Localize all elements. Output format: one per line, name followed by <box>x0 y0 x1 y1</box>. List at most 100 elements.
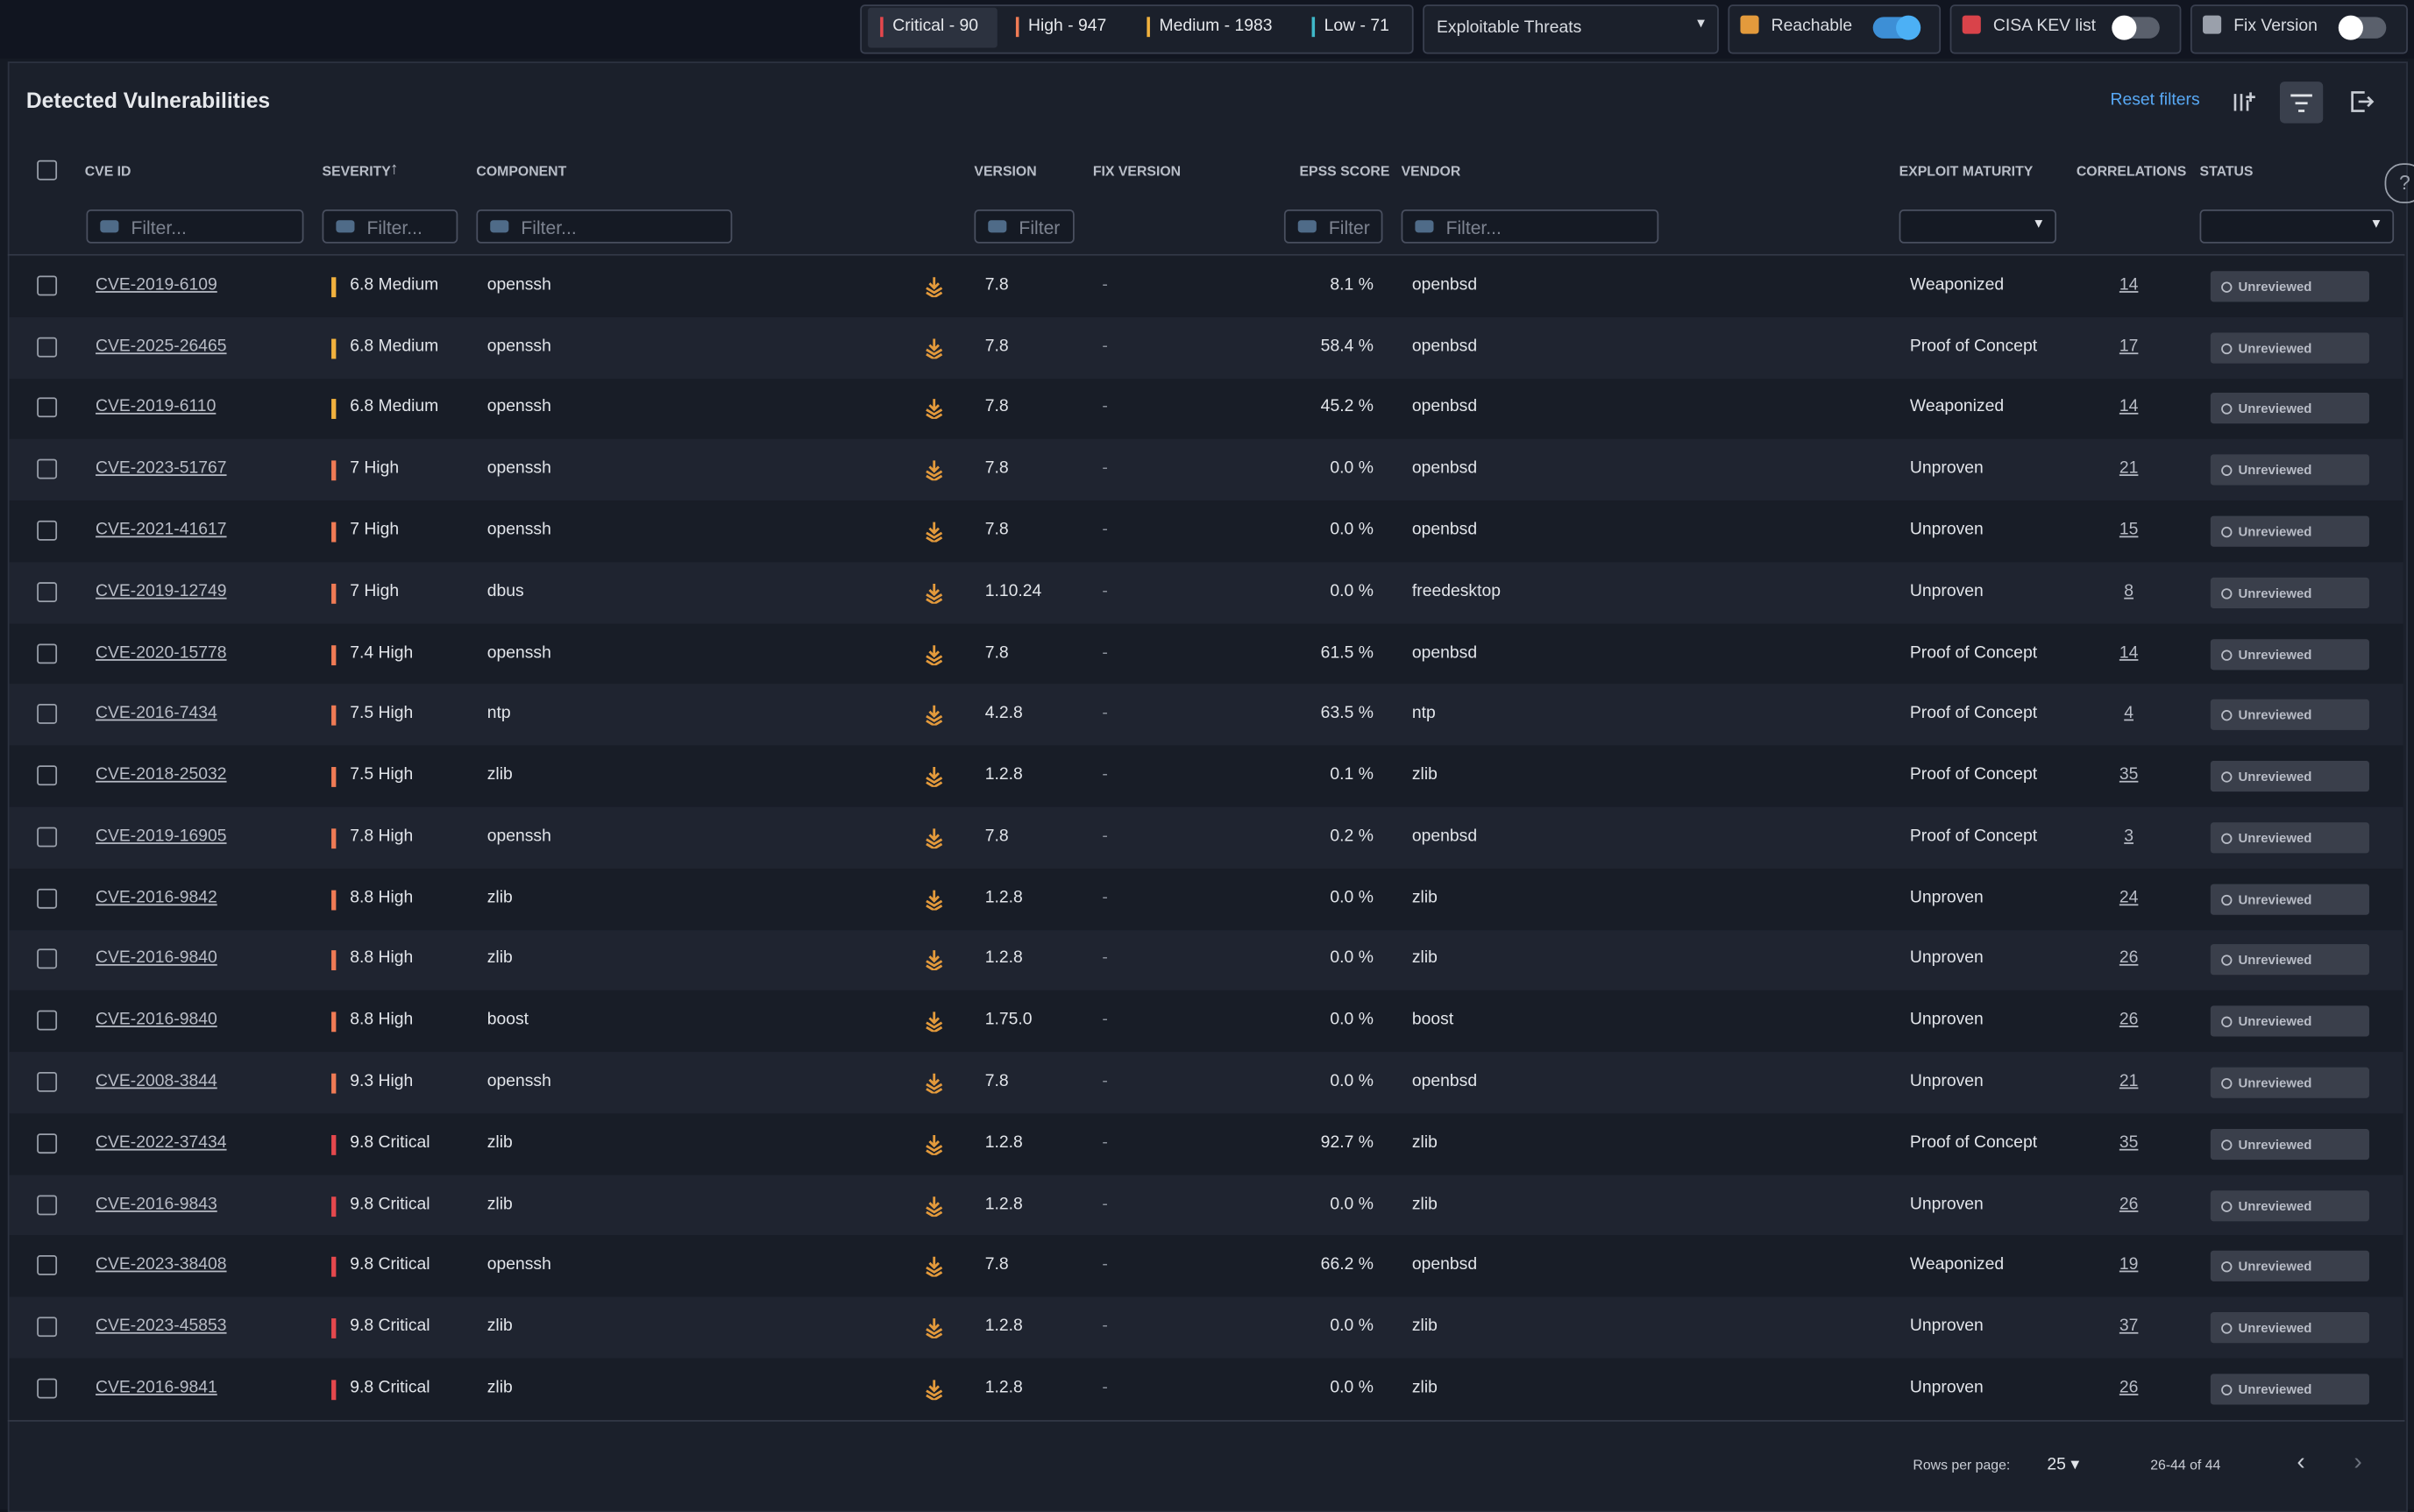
correlations[interactable]: 26 <box>2119 1011 2139 1030</box>
row-checkbox[interactable] <box>37 520 58 541</box>
correlations[interactable]: 4 <box>2124 704 2134 723</box>
correlations[interactable]: 8 <box>2124 581 2134 600</box>
correlations[interactable]: 3 <box>2124 827 2134 846</box>
status-badge[interactable] <box>2210 393 2369 424</box>
filter-button[interactable] <box>2279 82 2324 124</box>
toggle-switch[interactable] <box>1872 15 1921 40</box>
correlations[interactable]: 17 <box>2119 337 2139 356</box>
status-badge[interactable] <box>2210 515 2369 547</box>
correlations[interactable]: 14 <box>2119 398 2139 417</box>
toggle-switch[interactable] <box>2112 15 2160 40</box>
correlations[interactable]: 14 <box>2119 642 2139 662</box>
row-checkbox[interactable] <box>37 827 58 848</box>
row-checkbox[interactable] <box>37 1132 58 1154</box>
export-icon[interactable] <box>2347 88 2375 116</box>
correlations[interactable]: 35 <box>2119 765 2139 784</box>
cve-link[interactable]: CVE-2022-37434 <box>96 1132 227 1152</box>
correlations[interactable]: 37 <box>2119 1317 2139 1336</box>
status-icon <box>2221 1200 2233 1212</box>
status-badge[interactable] <box>2210 638 2369 670</box>
filter-input[interactable]: Filter <box>974 209 1075 244</box>
status-badge[interactable] <box>2210 944 2369 976</box>
select-all-checkbox[interactable] <box>37 160 58 181</box>
status-badge[interactable] <box>2210 1067 2369 1098</box>
cve-link[interactable]: CVE-2021-41617 <box>96 520 227 539</box>
row-checkbox[interactable] <box>37 765 58 786</box>
correlations[interactable]: 26 <box>2119 1378 2139 1397</box>
row-checkbox[interactable] <box>37 1071 58 1092</box>
row-checkbox[interactable] <box>37 337 58 358</box>
cve-link[interactable]: CVE-2018-25032 <box>96 765 227 784</box>
status-badge[interactable] <box>2210 1251 2369 1282</box>
status-badge[interactable] <box>2210 1189 2369 1221</box>
row-checkbox[interactable] <box>37 275 58 296</box>
rows-per-page[interactable]: 25 ▾ <box>2047 1455 2080 1474</box>
prev-page[interactable]: ‹ <box>2297 1449 2305 1476</box>
severity-pill-bg[interactable] <box>868 7 998 48</box>
help-icon[interactable]: ? <box>2384 163 2414 203</box>
status-badge[interactable] <box>2210 454 2369 486</box>
cve-link[interactable]: CVE-2023-38408 <box>96 1255 227 1274</box>
correlations[interactable]: 35 <box>2119 1132 2139 1152</box>
cve-link[interactable]: CVE-2019-6109 <box>96 275 217 295</box>
filter-dropdown[interactable] <box>1899 209 2056 244</box>
correlations[interactable]: 15 <box>2119 520 2139 539</box>
row-checkbox[interactable] <box>37 581 58 602</box>
sort-arrow[interactable]: ↑ <box>389 160 399 179</box>
row-checkbox[interactable] <box>37 888 58 909</box>
reset-filters[interactable]: Reset filters <box>2110 90 2200 110</box>
status-badge[interactable] <box>2210 577 2369 608</box>
cve-link[interactable]: CVE-2025-26465 <box>96 337 227 356</box>
epss-score: 0.2 % <box>1330 827 1374 846</box>
correlations[interactable]: 24 <box>2119 888 2139 907</box>
correlations[interactable]: 26 <box>2119 949 2139 969</box>
status-badge[interactable] <box>2210 1128 2369 1160</box>
status-badge[interactable] <box>2210 884 2369 915</box>
cve-link[interactable]: CVE-2008-3844 <box>96 1071 217 1091</box>
cve-link[interactable]: CVE-2016-9841 <box>96 1378 217 1397</box>
cve-link[interactable]: CVE-2016-9840 <box>96 1011 217 1030</box>
correlations[interactable]: 26 <box>2119 1194 2139 1213</box>
filter-input[interactable]: Filter... <box>86 209 304 244</box>
correlations[interactable]: 14 <box>2119 275 2139 295</box>
filter-input[interactable]: Filter... <box>1401 209 1659 244</box>
status-badge[interactable] <box>2210 761 2369 792</box>
cve-link[interactable]: CVE-2019-6110 <box>96 398 217 417</box>
row-checkbox[interactable] <box>37 949 58 970</box>
status-badge[interactable] <box>2210 699 2369 731</box>
status-badge[interactable] <box>2210 1312 2369 1344</box>
status-text: Unreviewed <box>2238 769 2312 784</box>
correlations[interactable]: 19 <box>2119 1255 2139 1274</box>
cve-link[interactable]: CVE-2016-9843 <box>96 1194 217 1213</box>
cve-link[interactable]: CVE-2016-9840 <box>96 949 217 969</box>
filter-input[interactable]: Filter... <box>476 209 733 244</box>
correlations[interactable]: 21 <box>2119 1071 2139 1091</box>
correlations[interactable]: 21 <box>2119 459 2139 479</box>
cve-link[interactable]: CVE-2016-7434 <box>96 704 217 723</box>
status-badge[interactable] <box>2210 271 2369 302</box>
row-checkbox[interactable] <box>37 642 58 664</box>
status-badge[interactable] <box>2210 822 2369 854</box>
row-checkbox[interactable] <box>37 398 58 418</box>
row-checkbox[interactable] <box>37 704 58 725</box>
columns-icon[interactable] <box>2229 88 2257 116</box>
status-badge[interactable] <box>2210 1374 2369 1405</box>
row-checkbox[interactable] <box>37 1194 58 1215</box>
status-badge[interactable] <box>2210 1005 2369 1037</box>
row-checkbox[interactable] <box>37 1378 58 1399</box>
toggle-switch[interactable] <box>2338 15 2387 40</box>
row-checkbox[interactable] <box>37 1255 58 1276</box>
threat-dropdown[interactable]: Exploitable Threats ▾ <box>1423 4 1719 54</box>
cve-link[interactable]: CVE-2023-45853 <box>96 1317 227 1336</box>
row-checkbox[interactable] <box>37 1317 58 1338</box>
cve-link[interactable]: CVE-2019-16905 <box>96 827 227 846</box>
row-checkbox[interactable] <box>37 459 58 479</box>
cve-link[interactable]: CVE-2016-9842 <box>96 888 217 907</box>
cve-link[interactable]: CVE-2023-51767 <box>96 459 227 479</box>
row-checkbox[interactable] <box>37 1011 58 1031</box>
status-badge[interactable] <box>2210 331 2369 364</box>
filter-dropdown[interactable] <box>2199 209 2395 244</box>
next-page[interactable]: › <box>2354 1449 2362 1476</box>
cve-link[interactable]: CVE-2020-15778 <box>96 642 227 662</box>
cve-link[interactable]: CVE-2019-12749 <box>96 581 227 600</box>
